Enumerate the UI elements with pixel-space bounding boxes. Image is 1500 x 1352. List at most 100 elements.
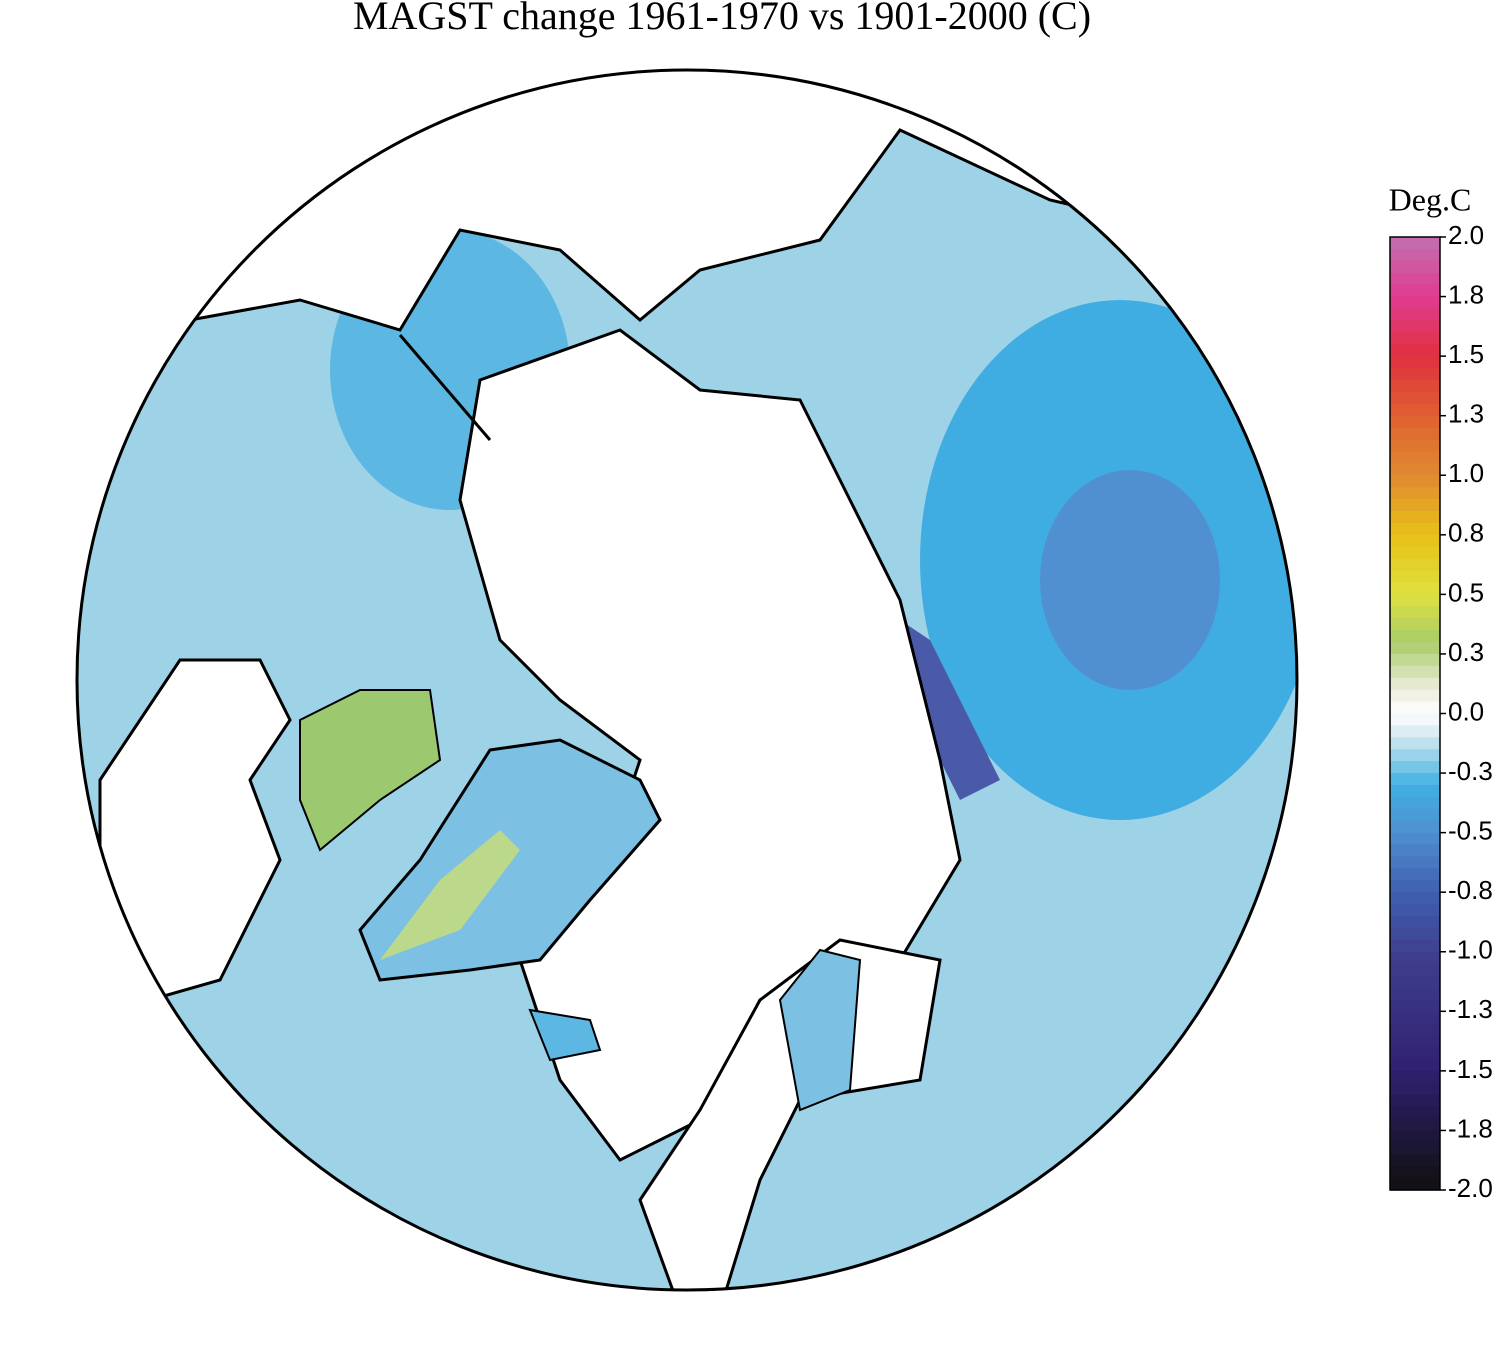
- colorbar-band: [1390, 439, 1440, 453]
- colorbar-tick-label: -1.0: [1448, 935, 1493, 965]
- colorbar-tick-label: -1.3: [1448, 994, 1493, 1024]
- colorbar-band: [1390, 558, 1440, 572]
- colorbar-tick-label: -0.5: [1448, 816, 1493, 846]
- colorbar-band: [1390, 403, 1440, 417]
- colorbar-band: [1390, 534, 1440, 548]
- colorbar-band: [1390, 665, 1440, 679]
- colorbar: 2.0 1.8 1.5 1.3 1.0 0.8 0.5 0.3 0.0 -0.3 -0.5 -0.8 -…: [1389, 220, 1493, 1203]
- colorbar-band: [1390, 784, 1440, 798]
- colorbar-band: [1390, 677, 1440, 691]
- colorbar-band: [1390, 749, 1440, 762]
- colorbar-band: [1390, 904, 1440, 917]
- colorbar-band: [1390, 1118, 1440, 1132]
- colorbar-band: [1390, 427, 1440, 441]
- colorbar-band: [1390, 272, 1440, 286]
- colorbar-band: [1390, 570, 1440, 584]
- colorbar-band: [1390, 606, 1440, 619]
- colorbar-band: [1390, 522, 1440, 536]
- baffin-island: [299, 689, 442, 852]
- colorbar-band: [1390, 260, 1440, 274]
- greenland-warm: [380, 830, 520, 960]
- colorbar-tick-label: 0.0: [1448, 696, 1484, 726]
- colorbar-band: [1390, 963, 1440, 977]
- colorbar-band: [1390, 1035, 1440, 1048]
- colorbar-band: [1390, 582, 1440, 595]
- colorbar-band: [1390, 737, 1440, 750]
- map-title: MAGST change 1961-1970 vs 1901-2000 (C): [353, 0, 1091, 38]
- colorbar-band: [1390, 892, 1440, 905]
- colorbar-band: [1390, 880, 1440, 893]
- colorbar-band: [1390, 546, 1440, 560]
- siberia-core: [1040, 470, 1220, 690]
- atlantic-ocean: [638, 938, 942, 1290]
- colorbar-band: [1390, 1166, 1440, 1179]
- colorbar-band: [1390, 713, 1440, 727]
- colorbar-band: [1390, 1178, 1440, 1191]
- colorbar-band: [1390, 1094, 1440, 1108]
- colorbar-band: [1390, 1047, 1440, 1060]
- colorbar-band: [1390, 320, 1440, 333]
- colorbar-band: [1390, 939, 1440, 953]
- colorbar-band: [1390, 1154, 1440, 1167]
- colorbar-band: [1390, 689, 1440, 703]
- colorbar-band: [1390, 391, 1440, 405]
- colorbar-band: [1390, 868, 1440, 881]
- colorbar-band: [1390, 975, 1440, 989]
- colorbar-band: [1390, 296, 1440, 310]
- colorbar-band: [1390, 618, 1440, 631]
- colorbar-band: [1390, 1070, 1440, 1084]
- colorbar-band: [1390, 999, 1440, 1012]
- colorbar-band: [1390, 844, 1440, 858]
- colorbar-band: [1390, 773, 1440, 786]
- border-line: [398, 334, 492, 441]
- colorbar-band: [1390, 356, 1440, 369]
- colorbar-band: [1390, 642, 1440, 655]
- scandinavia: [778, 948, 862, 1112]
- colorbar-tick-label: 1.0: [1448, 458, 1484, 488]
- colorbar-band: [1390, 475, 1440, 488]
- colorbar-tick-label: -1.5: [1448, 1054, 1493, 1084]
- colorbar-band: [1390, 701, 1440, 715]
- colorbar-band: [1390, 308, 1440, 321]
- colorbar-band: [1390, 856, 1440, 869]
- colorbar-band: [1390, 415, 1440, 429]
- colorbar-band: [1390, 820, 1440, 834]
- colorbar-band: [1390, 987, 1440, 1000]
- colorbar-band: [1390, 248, 1440, 262]
- colorbar-band: [1390, 1023, 1440, 1036]
- colorbar-tick-label: 1.5: [1448, 339, 1484, 369]
- colorbar-band: [1390, 808, 1440, 822]
- colorbar-band: [1390, 653, 1440, 667]
- colorbar-band: [1390, 832, 1440, 846]
- colorbar-band: [1390, 1130, 1440, 1143]
- colorbar-band: [1390, 594, 1440, 607]
- colorbar-tick-label: 0.5: [1448, 577, 1484, 607]
- colorbar-band: [1390, 332, 1440, 345]
- iceland: [528, 1008, 602, 1062]
- colorbar-band: [1390, 1142, 1440, 1155]
- colorbar-band: [1390, 1058, 1440, 1072]
- colorbar-band: [1390, 344, 1440, 357]
- colorbar-band: [1390, 379, 1440, 393]
- colorbar-tick-label: -0.3: [1448, 756, 1493, 786]
- colorbar-tick-label: -0.8: [1448, 875, 1493, 905]
- colorbar-band: [1390, 796, 1440, 810]
- colorbar-tick-label: 1.3: [1448, 399, 1484, 429]
- colorbar-tick-label: 1.8: [1448, 279, 1484, 309]
- colorbar-tick-label: 2.0: [1448, 220, 1484, 250]
- colorbar-band: [1390, 284, 1440, 298]
- colorbar-band: [1390, 1106, 1440, 1120]
- colorbar-band: [1390, 1011, 1440, 1024]
- colorbar-band: [1390, 927, 1440, 941]
- colorbar-band: [1390, 630, 1440, 643]
- colorbar-band: [1390, 451, 1440, 464]
- colorbar-tick-label: -2.0: [1448, 1173, 1493, 1203]
- colorbar-band: [1390, 510, 1440, 524]
- colorbar-tick-label: 0.3: [1448, 637, 1484, 667]
- colorbar-tick-label: 0.8: [1448, 518, 1484, 548]
- colorbar-band: [1390, 725, 1440, 738]
- colorbar-band: [1390, 499, 1440, 512]
- colorbar-band: [1390, 951, 1440, 965]
- colorbar-title: Deg.C: [1389, 181, 1472, 217]
